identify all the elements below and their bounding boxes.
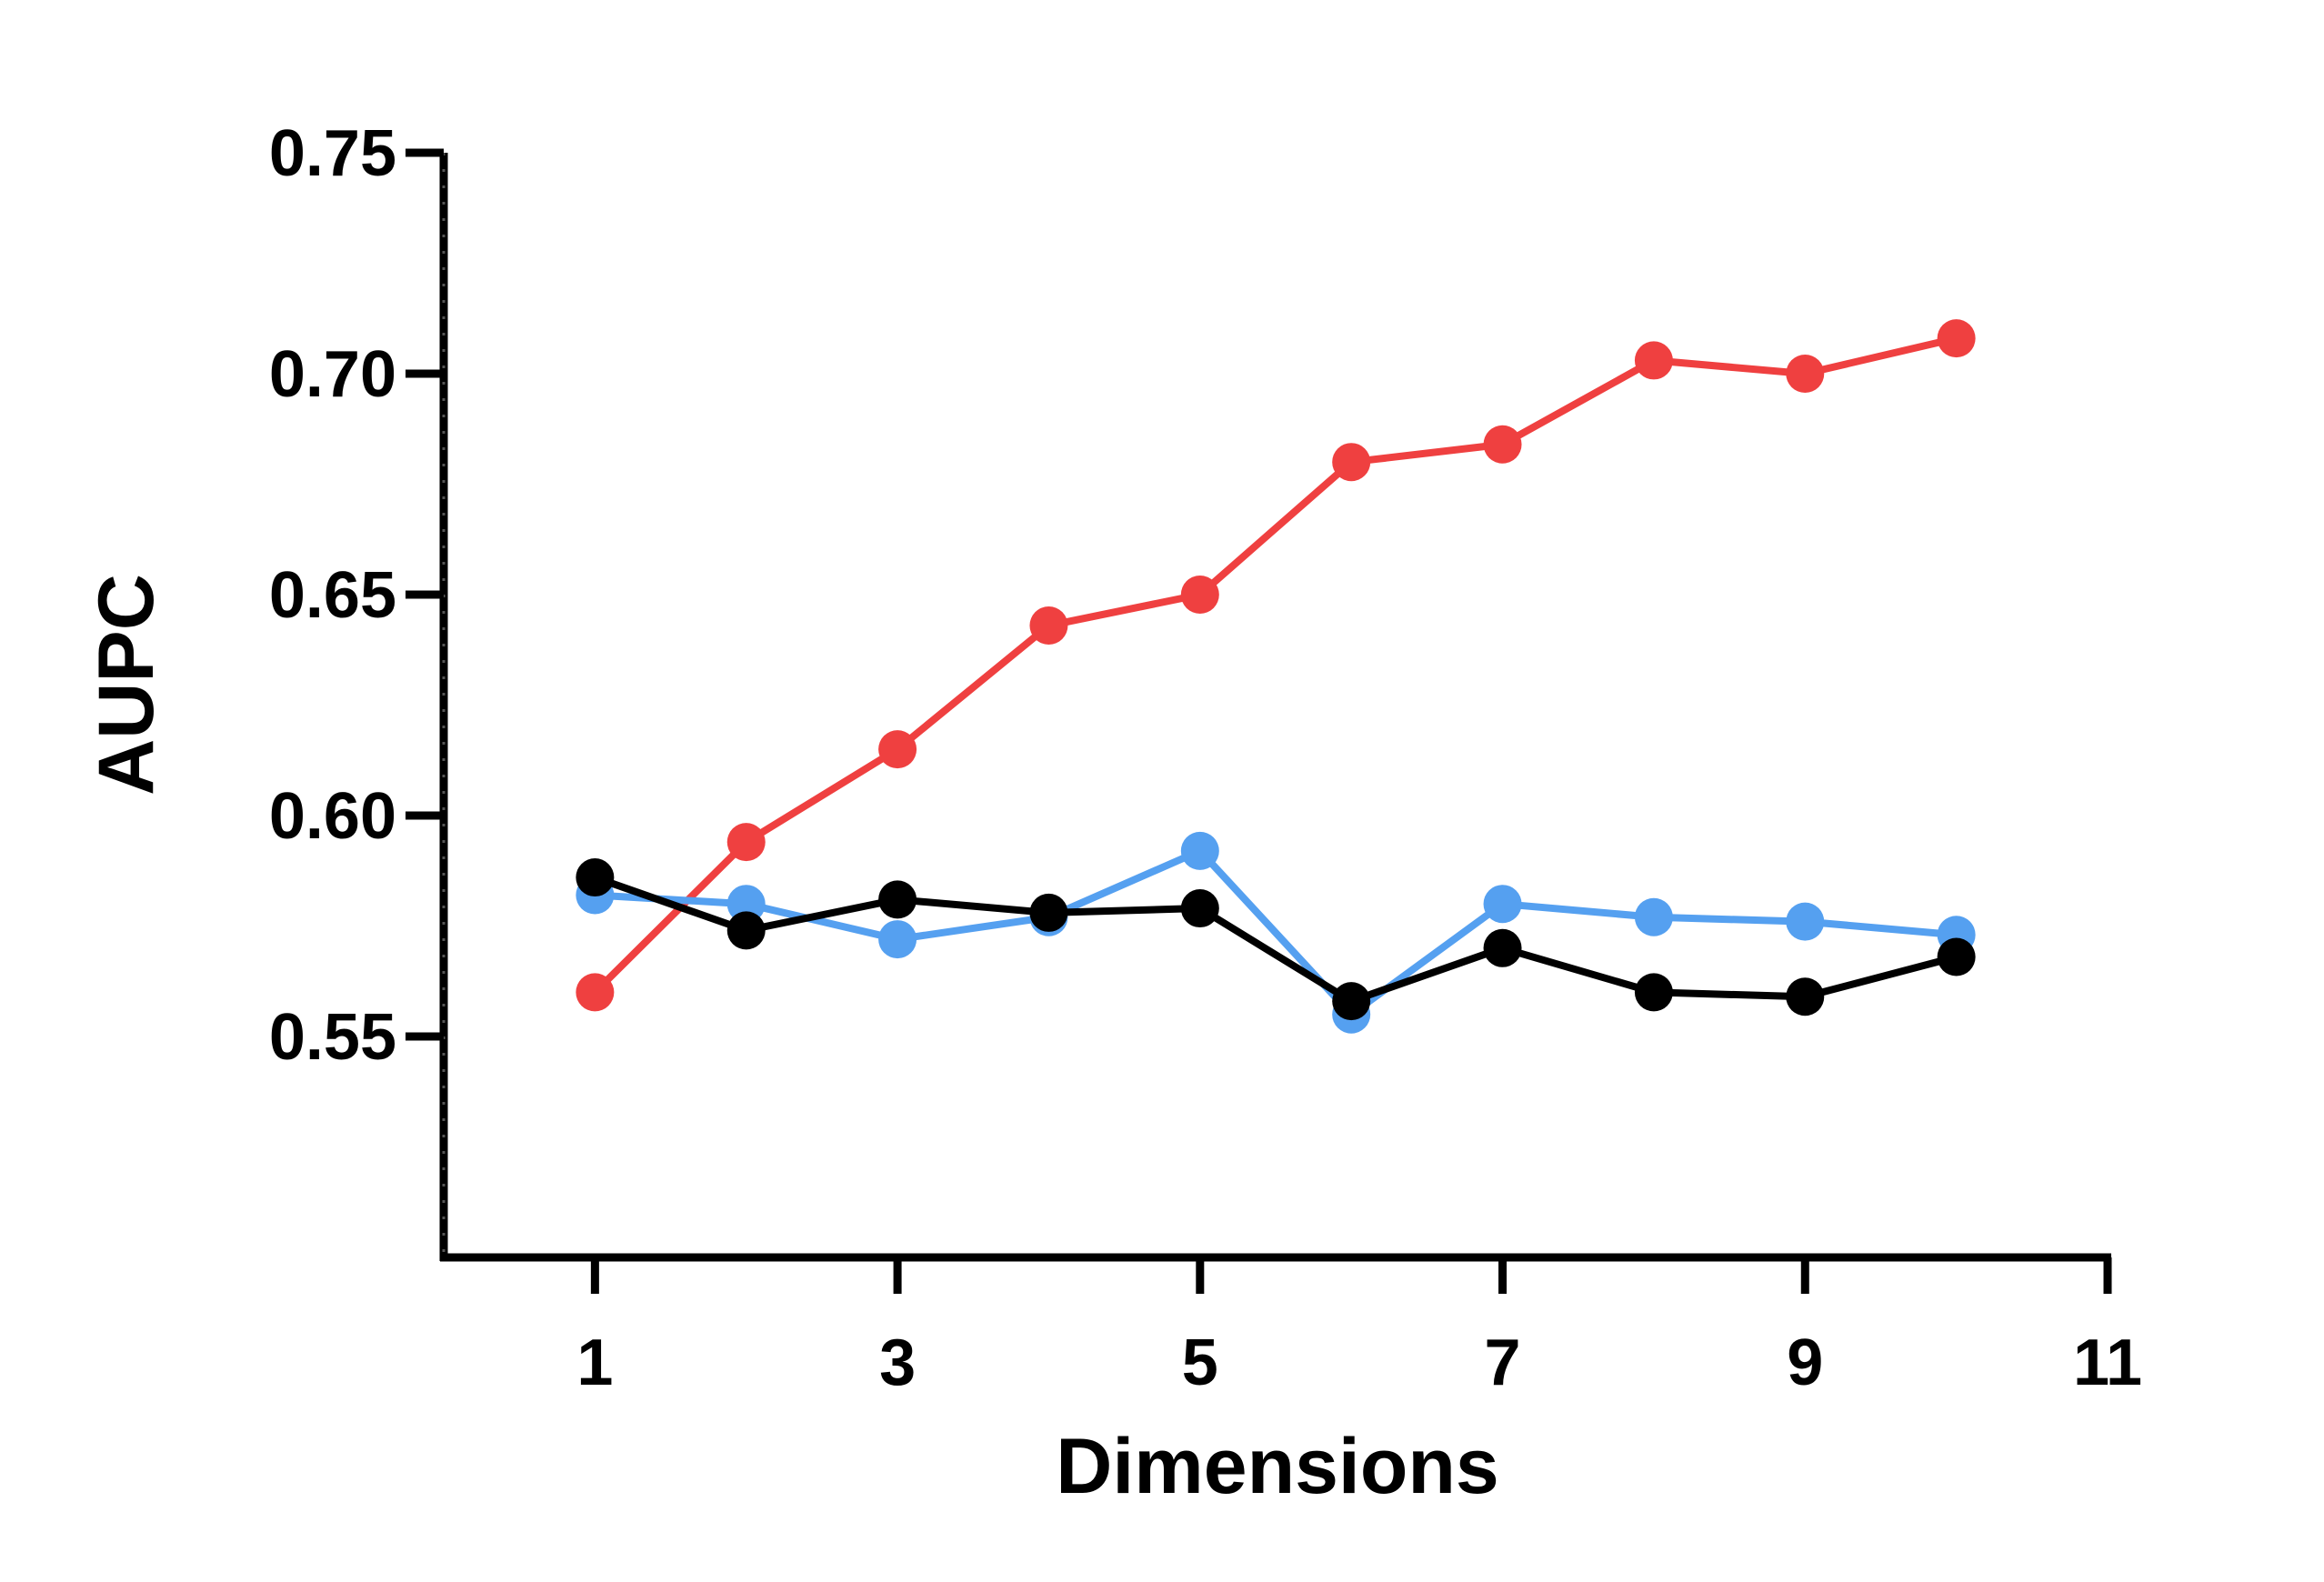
data-point [1180,889,1219,928]
data-point [1786,902,1825,941]
data-point [726,911,766,950]
data-point [576,973,615,1012]
data-point [1029,606,1068,646]
x-axis-title: Dimensions [1056,1423,1498,1510]
series-1 [576,831,1976,1034]
data-point [1483,885,1522,924]
y-tick-label: 0.60 [269,780,396,853]
series-layer [576,319,1976,1034]
x-tick-label: 5 [1182,1327,1218,1399]
data-point [1180,831,1219,870]
series-line [592,335,1958,996]
y-axis-title: AUPC [83,574,170,796]
data-point [1483,425,1522,464]
data-point [726,823,766,862]
y-tick-label: 0.75 [269,117,396,190]
series-0 [576,319,1976,1012]
axes: 0.55 0.60 0.65 0.70 0.75 1 3 5 7 9 11 [269,117,2142,1399]
series-line [594,874,1958,1006]
data-point [1634,897,1673,936]
data-point [1180,576,1219,614]
data-point [576,858,615,897]
series-2 [576,858,1976,1021]
data-point [878,880,917,919]
data-point [726,885,766,924]
data-point [1786,355,1825,393]
x-tick-label: 11 [2073,1327,2142,1399]
series-line [595,846,1957,1018]
data-point [1332,982,1371,1021]
data-point [1029,893,1068,932]
data-point [878,730,917,769]
data-point [1483,928,1522,967]
x-tick-label: 1 [576,1327,613,1399]
data-point [1634,341,1673,380]
data-point [1634,973,1673,1012]
data-point [878,920,917,959]
y-tick-label: 0.65 [269,559,396,632]
data-point [1786,977,1825,1016]
data-point [1332,443,1371,482]
x-tick-label: 3 [879,1327,916,1399]
data-point [1937,937,1976,976]
x-tick-label: 7 [1485,1327,1521,1399]
x-tick-label: 9 [1787,1327,1823,1399]
y-tick-label: 0.70 [269,338,396,411]
data-point [1937,319,1976,358]
y-tick-label: 0.55 [269,1001,396,1074]
